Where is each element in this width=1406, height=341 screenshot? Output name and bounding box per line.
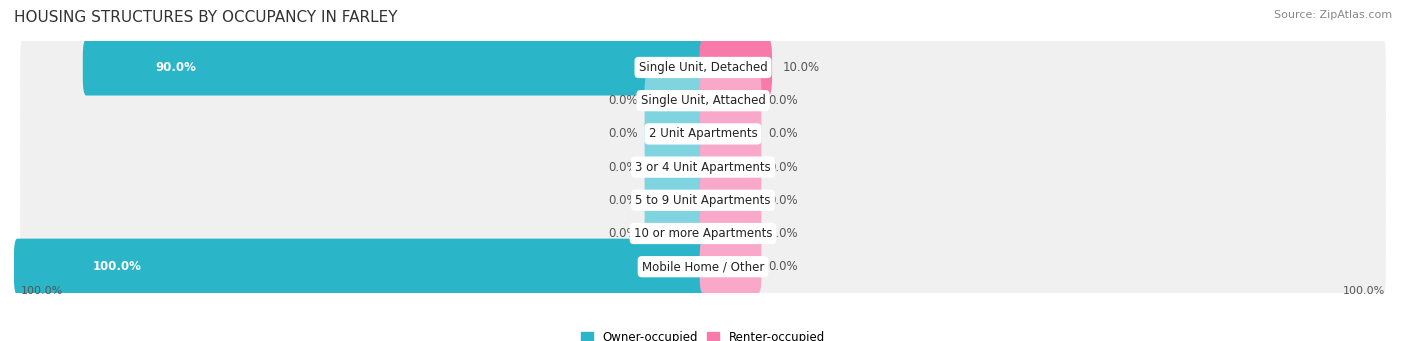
Text: Source: ZipAtlas.com: Source: ZipAtlas.com <box>1274 10 1392 20</box>
Text: 0.0%: 0.0% <box>607 227 637 240</box>
Text: Single Unit, Detached: Single Unit, Detached <box>638 61 768 74</box>
FancyBboxPatch shape <box>699 40 772 95</box>
FancyBboxPatch shape <box>14 239 707 295</box>
Text: 5 to 9 Unit Apartments: 5 to 9 Unit Apartments <box>636 194 770 207</box>
Text: 0.0%: 0.0% <box>769 227 799 240</box>
FancyBboxPatch shape <box>83 40 707 95</box>
Text: 0.0%: 0.0% <box>769 194 799 207</box>
FancyBboxPatch shape <box>700 107 762 161</box>
FancyBboxPatch shape <box>644 74 706 127</box>
Text: Single Unit, Attached: Single Unit, Attached <box>641 94 765 107</box>
FancyBboxPatch shape <box>20 70 1386 132</box>
FancyBboxPatch shape <box>700 140 762 194</box>
FancyBboxPatch shape <box>20 103 1386 165</box>
Text: 100.0%: 100.0% <box>93 260 142 273</box>
Text: 100.0%: 100.0% <box>21 286 63 296</box>
FancyBboxPatch shape <box>644 207 706 260</box>
FancyBboxPatch shape <box>700 74 762 127</box>
Text: HOUSING STRUCTURES BY OCCUPANCY IN FARLEY: HOUSING STRUCTURES BY OCCUPANCY IN FARLE… <box>14 10 398 25</box>
FancyBboxPatch shape <box>20 136 1386 198</box>
FancyBboxPatch shape <box>20 169 1386 232</box>
Text: 3 or 4 Unit Apartments: 3 or 4 Unit Apartments <box>636 161 770 174</box>
Text: 0.0%: 0.0% <box>607 94 637 107</box>
Text: Mobile Home / Other: Mobile Home / Other <box>641 260 765 273</box>
Text: 10.0%: 10.0% <box>782 61 820 74</box>
FancyBboxPatch shape <box>644 174 706 227</box>
Text: 0.0%: 0.0% <box>769 128 799 140</box>
FancyBboxPatch shape <box>20 236 1386 298</box>
Text: 0.0%: 0.0% <box>769 260 799 273</box>
Text: 10 or more Apartments: 10 or more Apartments <box>634 227 772 240</box>
Text: 0.0%: 0.0% <box>769 161 799 174</box>
FancyBboxPatch shape <box>700 174 762 227</box>
Text: 0.0%: 0.0% <box>769 94 799 107</box>
FancyBboxPatch shape <box>644 140 706 194</box>
Text: 0.0%: 0.0% <box>607 161 637 174</box>
Text: 100.0%: 100.0% <box>1343 286 1385 296</box>
FancyBboxPatch shape <box>700 207 762 260</box>
FancyBboxPatch shape <box>20 36 1386 99</box>
Text: 90.0%: 90.0% <box>156 61 197 74</box>
Legend: Owner-occupied, Renter-occupied: Owner-occupied, Renter-occupied <box>576 326 830 341</box>
Text: 0.0%: 0.0% <box>607 128 637 140</box>
FancyBboxPatch shape <box>700 240 762 293</box>
FancyBboxPatch shape <box>644 107 706 161</box>
FancyBboxPatch shape <box>20 202 1386 265</box>
Text: 2 Unit Apartments: 2 Unit Apartments <box>648 128 758 140</box>
Text: 0.0%: 0.0% <box>607 194 637 207</box>
